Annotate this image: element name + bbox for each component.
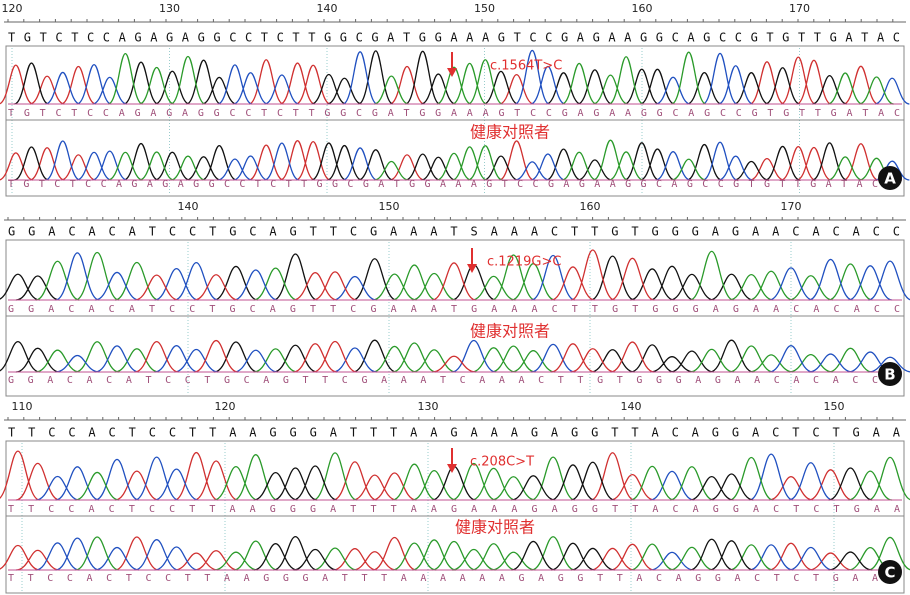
ruler-label: 150 — [824, 400, 845, 413]
ruler-label: 170 — [781, 200, 802, 213]
trace — [35, 537, 833, 571]
trace — [14, 142, 848, 181]
ruler-label: 120 — [215, 400, 236, 413]
panel-badge — [878, 362, 902, 386]
trace — [134, 339, 655, 373]
trace — [0, 536, 853, 571]
ruler-label: 160 — [580, 200, 601, 213]
trace — [45, 49, 910, 105]
mutant-bases: GGACACATCCTGCAGTTCGAAATGAAACTTGTGGGAGAAC… — [8, 304, 900, 315]
control-label: 健康对照者 — [470, 322, 550, 341]
trace — [0, 56, 879, 105]
arrow-head — [447, 464, 457, 473]
ruler-label: 170 — [789, 2, 810, 15]
ruler-label: 130 — [159, 2, 180, 15]
mutation-label: c.1564T>C — [490, 59, 562, 74]
sequence: GGACACATCCTGCAGTTCGAAATSAAACTTGTGGGAGAAC… — [8, 225, 900, 239]
trace — [45, 140, 910, 181]
trace — [0, 450, 853, 501]
ruler-label: 120 — [2, 2, 23, 15]
control-bases: GGACACATCCTGCAGTTCGAAATCAAACTTGTGGGAGAAC… — [8, 375, 878, 386]
trace — [35, 341, 873, 373]
trace — [0, 339, 754, 373]
mutant-bases: TTCCACTCCTTAAGGGATTTAAGAAAGAGGTTACAGGACT… — [8, 504, 900, 515]
trace — [55, 339, 910, 373]
trace — [134, 249, 655, 301]
control-bases: TTCCACTCCTTAAGGGATTTAAAAAAGAGGTTACAGGACT… — [8, 573, 878, 584]
ruler-label: 140 — [317, 2, 338, 15]
panel-letter: A — [884, 170, 896, 188]
ruler-label: 150 — [474, 2, 495, 15]
control-label: 健康对照者 — [470, 123, 550, 142]
sequence: TTCCACTCCTTAAGGGATTTAAGAAAGAGGTTACAGGACT… — [8, 426, 901, 440]
trace — [0, 253, 754, 301]
mutation-label: c.208C>T — [470, 455, 534, 470]
panel-letter: B — [884, 366, 895, 384]
panel-badge — [878, 560, 902, 584]
arrow-head — [447, 68, 457, 77]
mutation-label: c.1219G>C — [487, 255, 561, 270]
trace — [0, 140, 879, 181]
trace — [107, 139, 894, 181]
panel-letter: C — [884, 564, 895, 582]
mutant-bases: TGTCTCCAGAGAGGCCTCTTGGCGATGGAAAGTCCGAGAA… — [8, 108, 900, 119]
panel-badge — [878, 166, 902, 190]
trace — [35, 453, 833, 501]
panel-frame — [5, 239, 905, 397]
control-bases: TGTCTCCAGAGAGGCCTCTTGGCGATGGAAAGTCCGAGAA… — [8, 179, 878, 190]
trace — [55, 252, 910, 301]
ruler-label: 110 — [12, 400, 33, 413]
ruler-label: 150 — [379, 200, 400, 213]
ruler-label: 130 — [418, 400, 439, 413]
ruler-label: 140 — [621, 400, 642, 413]
ruler-label: 140 — [178, 200, 199, 213]
panel-frame — [5, 440, 905, 594]
trace — [253, 536, 873, 571]
trace — [75, 452, 910, 501]
ruler-label: 160 — [632, 2, 653, 15]
panel-frame — [5, 45, 905, 197]
trace — [13, 50, 847, 105]
trace — [75, 536, 910, 571]
control-label: 健康对照者 — [455, 518, 535, 537]
arrow-head — [467, 264, 477, 273]
sequence: TGTCTCCAGAGAGGCCTCTTGGCGATGGAAAGTCCGAGAA… — [8, 31, 900, 45]
trace — [107, 51, 894, 105]
trace — [35, 250, 873, 301]
